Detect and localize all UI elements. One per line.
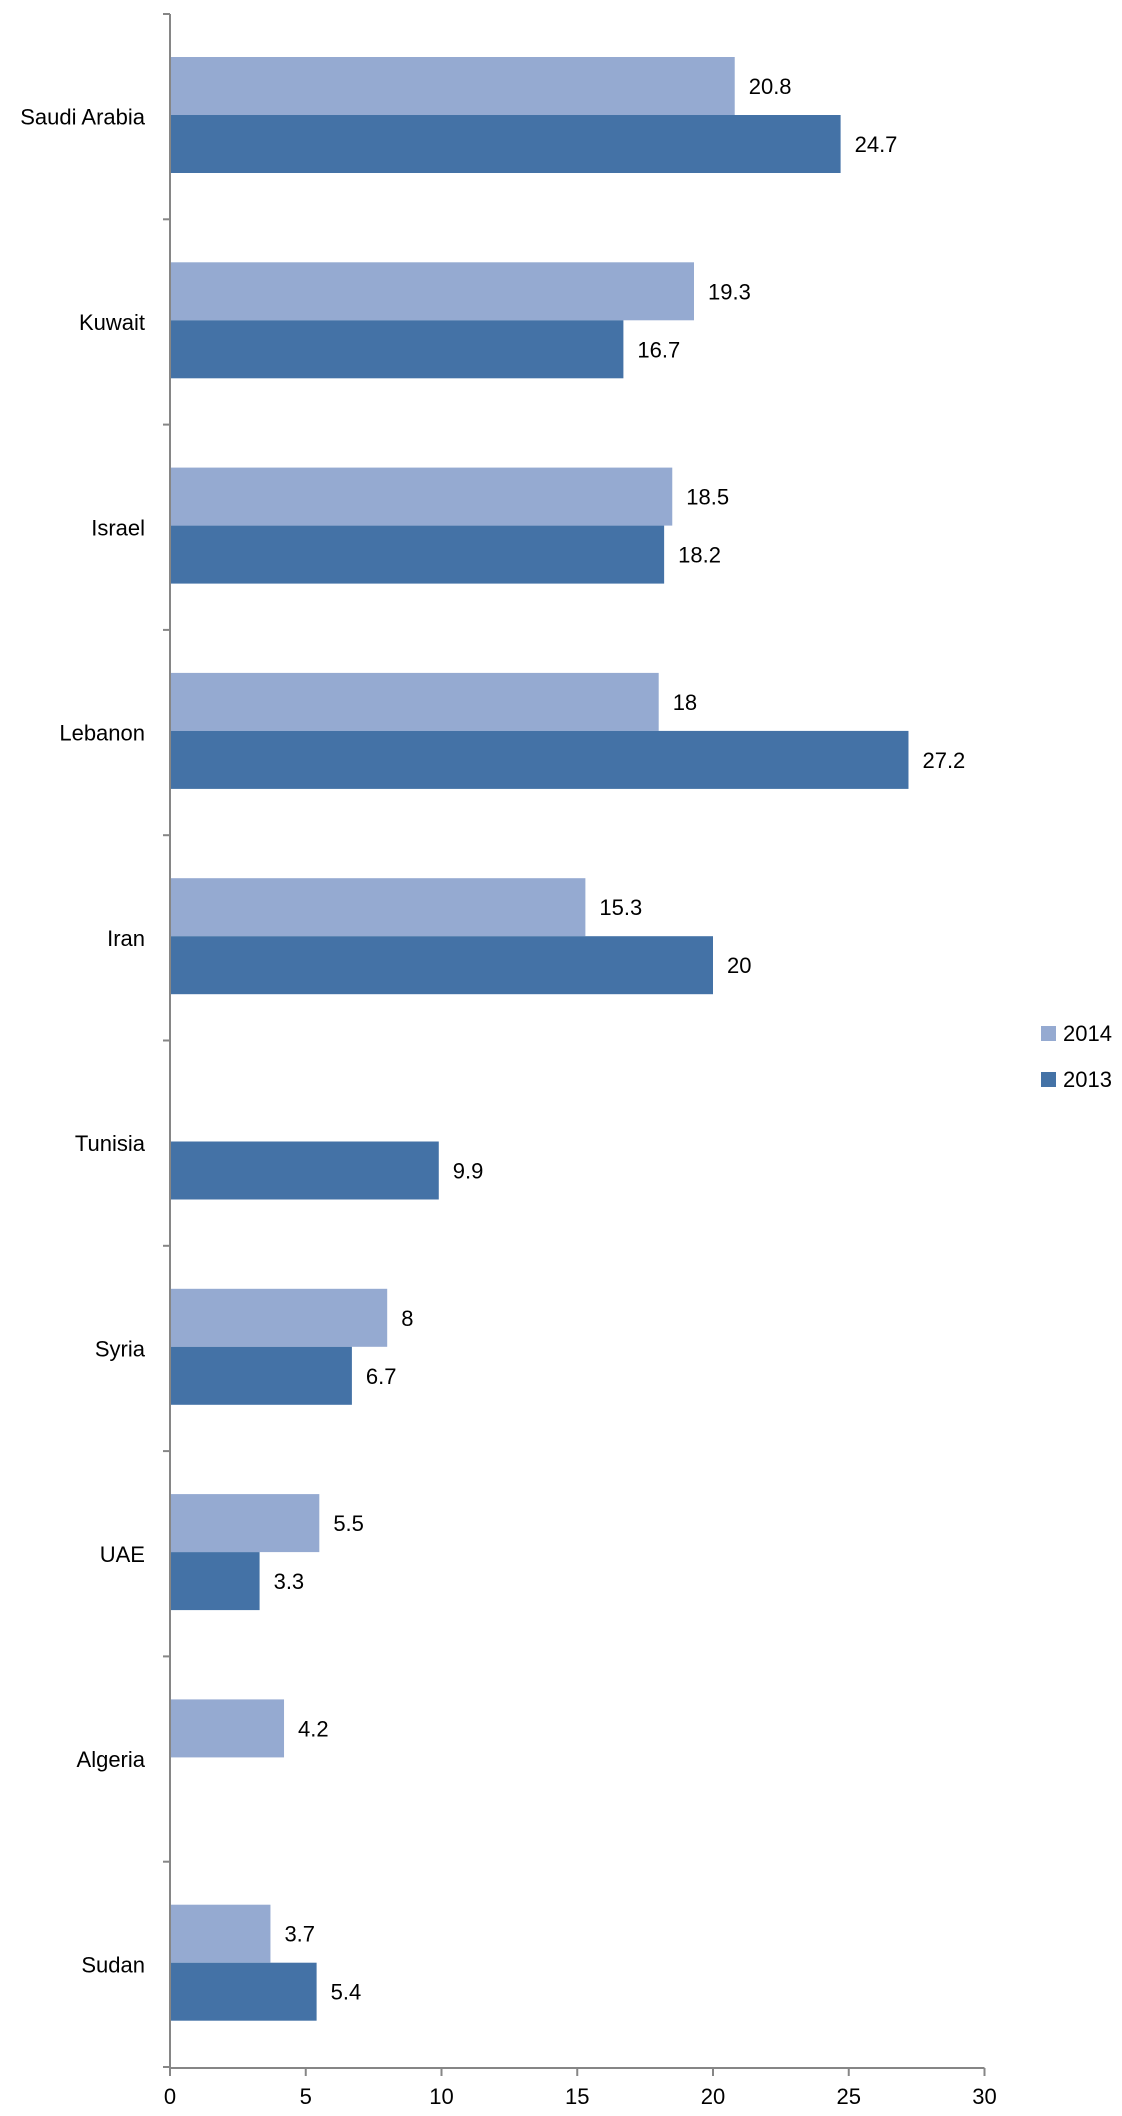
data-label: 18.2 <box>678 543 721 568</box>
tick-label: 15 <box>565 2084 589 2109</box>
bar-2014-kuwait <box>170 262 694 321</box>
data-label: 8 <box>401 1306 413 1331</box>
bar-2014-uae <box>170 1494 320 1553</box>
data-label: 18 <box>673 690 697 715</box>
bars-layer <box>170 57 909 2021</box>
bar-2014-saudi-arabia <box>170 57 735 115</box>
bar-2013-saudi-arabia <box>170 115 841 173</box>
bar-2013-uae <box>170 1552 260 1611</box>
data-label: 9.9 <box>453 1159 484 1184</box>
data-label: 4.2 <box>298 1716 329 1741</box>
bar-2014-lebanon <box>170 672 659 731</box>
bar-2013-iran <box>170 936 713 995</box>
legend-swatch-2014 <box>1041 1026 1056 1041</box>
bar-2014-iran <box>170 878 586 937</box>
category-label: Sudan <box>81 1952 145 1977</box>
tick-label: 20 <box>701 2084 725 2109</box>
tick-label: 10 <box>429 2084 453 2109</box>
bar-2013-lebanon <box>170 730 909 789</box>
bar-2014-syria <box>170 1288 388 1347</box>
data-label: 15.3 <box>599 895 642 920</box>
data-label: 3.3 <box>274 1569 305 1594</box>
bar-2014-sudan <box>170 1904 271 1963</box>
labels-layer: 20.8 24.7 Saudi Arabia 19.3 16.7 Kuwait 18.5 18… <box>20 74 997 2109</box>
data-label: 20.8 <box>749 74 792 99</box>
bar-2013-sudan <box>170 1962 317 2021</box>
tick-label: 0 <box>164 2084 176 2109</box>
legend-label-2014: 2014 <box>1063 1021 1112 1046</box>
category-label: Iran <box>107 926 145 951</box>
tick-label: 5 <box>300 2084 312 2109</box>
bar-2013-tunisia <box>170 1141 439 1200</box>
category-label: UAE <box>100 1542 145 1567</box>
data-label: 5.5 <box>333 1511 364 1536</box>
legend-swatch-2013 <box>1041 1072 1056 1087</box>
data-label: 5.4 <box>331 1980 362 2005</box>
category-label: Syria <box>95 1336 146 1361</box>
data-label: 24.7 <box>855 132 898 157</box>
category-label: Israel <box>91 515 145 540</box>
data-label: 19.3 <box>708 279 751 304</box>
data-label: 18.5 <box>686 485 729 510</box>
category-label: Tunisia <box>75 1131 146 1156</box>
axis-layer <box>163 13 986 2076</box>
legend: 2014 2013 <box>1041 1021 1112 1092</box>
category-label: Lebanon <box>59 721 145 746</box>
category-label: Saudi Arabia <box>20 105 146 130</box>
bar-2014-algeria <box>170 1699 285 1758</box>
legend-label-2013: 2013 <box>1063 1067 1112 1092</box>
data-label: 16.7 <box>637 337 680 362</box>
data-label: 6.7 <box>366 1364 397 1389</box>
tick-label: 30 <box>972 2084 996 2109</box>
bar-2013-kuwait <box>170 320 624 379</box>
data-label: 27.2 <box>922 748 965 773</box>
data-label: 3.7 <box>284 1922 315 1947</box>
category-label: Algeria <box>77 1747 146 1772</box>
bar-2014-israel <box>170 467 673 526</box>
bar-2013-israel <box>170 525 665 584</box>
category-label: Kuwait <box>79 310 145 335</box>
bar-2013-syria <box>170 1346 352 1405</box>
data-label: 20 <box>727 953 751 978</box>
tick-label: 25 <box>837 2084 861 2109</box>
